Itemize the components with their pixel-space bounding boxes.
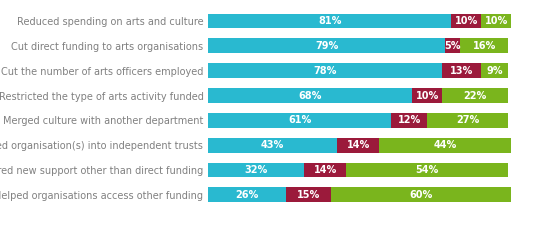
Text: 54%: 54% (415, 165, 439, 175)
Text: 61%: 61% (288, 115, 311, 125)
Bar (208, 14, 451, 28)
Text: 26%: 26% (236, 190, 259, 200)
Text: 14%: 14% (346, 140, 370, 150)
Text: 81%: 81% (318, 16, 341, 26)
Text: 15%: 15% (297, 190, 321, 200)
Bar (337, 138, 379, 153)
Text: 68%: 68% (299, 90, 322, 101)
Bar (391, 113, 427, 128)
Bar (208, 63, 442, 78)
Bar (331, 187, 511, 202)
Bar (208, 138, 337, 153)
Text: 14%: 14% (313, 165, 337, 175)
Bar (412, 88, 442, 103)
Text: 10%: 10% (415, 90, 439, 101)
Bar (346, 163, 508, 177)
Bar (460, 38, 508, 53)
Text: 32%: 32% (244, 165, 268, 175)
Bar (442, 88, 508, 103)
Bar (286, 187, 331, 202)
Text: 13%: 13% (450, 66, 473, 76)
Text: 12%: 12% (398, 115, 421, 125)
Bar (304, 163, 346, 177)
Text: 43%: 43% (261, 140, 284, 150)
Bar (208, 88, 412, 103)
Bar (451, 14, 481, 28)
Bar (481, 14, 511, 28)
Bar (481, 63, 508, 78)
Bar (208, 163, 304, 177)
Text: 10%: 10% (455, 16, 478, 26)
Bar (445, 38, 460, 53)
Bar (379, 138, 511, 153)
Bar (427, 113, 508, 128)
Text: 22%: 22% (464, 90, 487, 101)
Text: 79%: 79% (315, 41, 338, 51)
Text: 44%: 44% (433, 140, 457, 150)
Text: 10%: 10% (484, 16, 508, 26)
Text: 60%: 60% (409, 190, 433, 200)
Text: 16%: 16% (472, 41, 496, 51)
Bar (208, 113, 391, 128)
Text: 9%: 9% (487, 66, 503, 76)
Bar (208, 38, 445, 53)
Text: 27%: 27% (456, 115, 480, 125)
Bar (442, 63, 481, 78)
Text: 5%: 5% (444, 41, 461, 51)
Bar (208, 187, 286, 202)
Text: 78%: 78% (313, 66, 337, 76)
